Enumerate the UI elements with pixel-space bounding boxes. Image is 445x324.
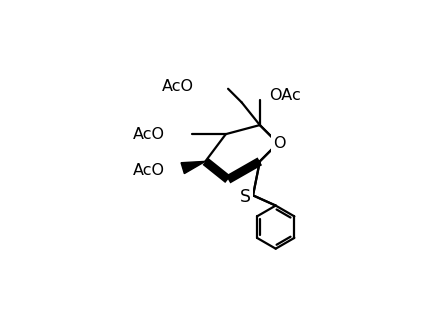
Text: AcO: AcO bbox=[133, 127, 165, 142]
Text: AcO: AcO bbox=[133, 163, 165, 178]
Text: S: S bbox=[239, 188, 251, 205]
Polygon shape bbox=[181, 161, 206, 174]
Text: O: O bbox=[273, 136, 285, 151]
Text: OAc: OAc bbox=[269, 88, 301, 103]
Text: AcO: AcO bbox=[162, 79, 194, 94]
